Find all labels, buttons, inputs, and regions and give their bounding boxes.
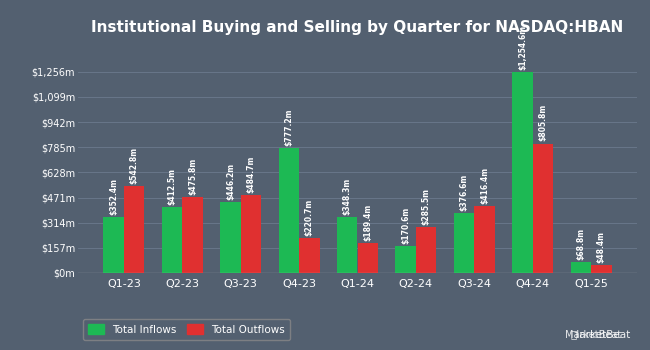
Bar — [240, 195, 261, 273]
Text: $412.5m: $412.5m — [168, 168, 177, 205]
Text: $48.4m: $48.4m — [597, 231, 606, 263]
Text: $805.8m: $805.8m — [538, 104, 547, 141]
Bar — [512, 72, 533, 273]
Text: $189.4m: $189.4m — [363, 203, 372, 241]
Legend: Total Inflows, Total Outflows: Total Inflows, Total Outflows — [83, 319, 290, 340]
Bar — [358, 243, 378, 273]
Bar — [162, 207, 182, 273]
Text: $220.7m: $220.7m — [305, 198, 314, 236]
Bar — [571, 262, 591, 273]
Bar — [279, 148, 299, 273]
Text: $68.8m: $68.8m — [577, 228, 586, 260]
Text: $777.2m: $777.2m — [284, 108, 293, 146]
Text: $542.8m: $542.8m — [129, 147, 138, 184]
Text: $484.7m: $484.7m — [246, 156, 255, 194]
Text: $348.3m: $348.3m — [343, 178, 352, 215]
Bar — [395, 246, 416, 273]
Text: $352.4m: $352.4m — [109, 177, 118, 215]
Text: $285.5m: $285.5m — [422, 188, 431, 225]
Bar — [533, 144, 553, 273]
Bar — [103, 217, 124, 273]
Bar — [337, 217, 358, 273]
Bar — [474, 206, 495, 273]
Title: Institutional Buying and Selling by Quarter for NASDAQ:HBAN: Institutional Buying and Selling by Quar… — [92, 20, 623, 35]
Bar — [124, 186, 144, 273]
Bar — [416, 227, 436, 273]
Bar — [220, 202, 240, 273]
Text: MarketBeat: MarketBeat — [564, 329, 621, 340]
Text: $416.4m: $416.4m — [480, 167, 489, 204]
Text: $446.2m: $446.2m — [226, 162, 235, 199]
Bar — [454, 213, 474, 273]
Bar — [299, 238, 320, 273]
Text: ⼏larketBeat: ⼏larketBeat — [570, 329, 630, 340]
Bar — [182, 197, 203, 273]
Text: $170.6m: $170.6m — [401, 206, 410, 244]
Text: $475.8m: $475.8m — [188, 158, 197, 195]
Bar — [591, 265, 612, 273]
Text: $376.6m: $376.6m — [460, 174, 469, 211]
Text: $1,254.6m: $1,254.6m — [518, 25, 527, 70]
